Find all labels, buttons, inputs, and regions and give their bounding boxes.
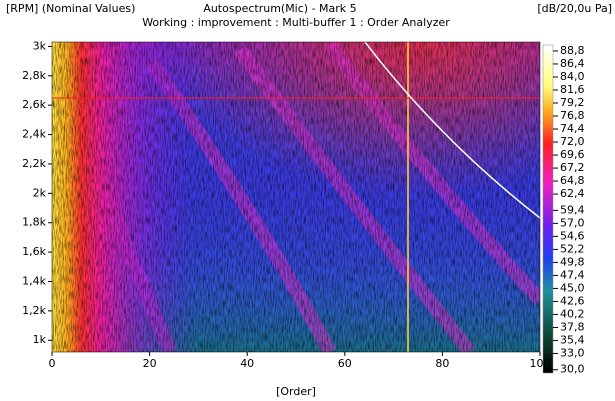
colorbar-tick-label: 42,6 <box>560 294 585 307</box>
y-tick-label: 1,2k <box>22 304 46 317</box>
colorbar-tick-label: 64,8 <box>560 174 585 187</box>
colorbar-tick-label: 81,6 <box>560 83 585 96</box>
plot-frame <box>51 41 541 353</box>
x-tick-label: 60 <box>338 357 352 370</box>
y-tick-label: 2,6k <box>22 98 46 111</box>
chart-title: Autospectrum(Mic) - Mark 5 <box>203 2 356 15</box>
y-tick-label: 2,8k <box>22 69 46 82</box>
y-tick-label: 2k <box>33 186 47 199</box>
y-axis-label: [RPM] (Nominal Values) <box>6 2 135 15</box>
colorbar-tick-label: 57,0 <box>560 216 585 229</box>
colorbar-tick-label: 47,4 <box>560 268 585 281</box>
x-tick-label: 40 <box>240 357 254 370</box>
y-tick-label: 1,4k <box>22 274 46 287</box>
colorbar <box>542 44 554 374</box>
chart-subtitle: Working : improvement : Multi-buffer 1 :… <box>142 16 450 29</box>
colorbar-tick-label: 52,2 <box>560 242 585 255</box>
colorbar-label: [dB/20,0u Pa] <box>537 2 612 15</box>
y-tick-label: 1k <box>33 333 47 346</box>
colorbar-tick-label: 33,0 <box>560 346 585 359</box>
colorbar-tick-label: 54,6 <box>560 229 585 242</box>
x-tick-label: 0 <box>49 357 56 370</box>
heatmap-image <box>52 42 540 352</box>
colorbar-tick-label: 72,0 <box>560 135 585 148</box>
y-tick-label: 3k <box>33 39 47 52</box>
colorbar-tick-label: 67,2 <box>560 161 585 174</box>
colorbar-tick-label: 76,8 <box>560 109 585 122</box>
colorbar-tick-label: 62,4 <box>560 187 585 200</box>
y-tick-label: 2,2k <box>22 157 46 170</box>
colorbar-tick-label: 74,4 <box>560 122 585 135</box>
colorbar-tick-label: 30,0 <box>560 363 585 376</box>
colorbar-tick-label: 35,4 <box>560 333 585 346</box>
colorbar-tick-label: 88,8 <box>560 44 585 57</box>
y-tick-label: 1,6k <box>22 245 46 258</box>
y-tick-label: 1,8k <box>22 216 46 229</box>
colorbar-tick-label: 49,8 <box>560 255 585 268</box>
x-tick-label: 80 <box>435 357 449 370</box>
colorbar-tick-label: 40,2 <box>560 307 585 320</box>
colorbar-tick-label: 86,4 <box>560 57 585 70</box>
colorbar-tick-label: 45,0 <box>560 281 585 294</box>
y-tick-label: 2,4k <box>22 128 46 141</box>
colorbar-tick-label: 37,8 <box>560 320 585 333</box>
colorbar-tick-label: 69,6 <box>560 148 585 161</box>
x-axis-label: [Order] <box>276 385 316 398</box>
x-tick-label: 100 <box>530 357 551 370</box>
colorbar-tick-label: 79,2 <box>560 96 585 109</box>
x-tick-label: 20 <box>143 357 157 370</box>
colorbar-tick-label: 84,0 <box>560 70 585 83</box>
colorbar-tick-label: 59,4 <box>560 203 585 216</box>
